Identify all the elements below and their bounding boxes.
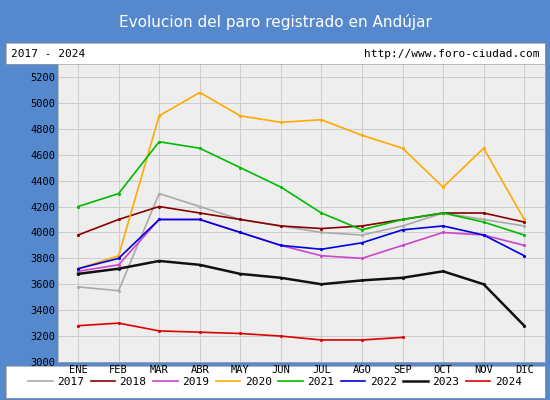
Text: Evolucion del paro registrado en Andújar: Evolucion del paro registrado en Andújar (119, 14, 431, 30)
Text: http://www.foro-ciudad.com: http://www.foro-ciudad.com (364, 49, 539, 59)
Text: 2017 - 2024: 2017 - 2024 (11, 49, 85, 59)
Legend: 2017, 2018, 2019, 2020, 2021, 2022, 2023, 2024: 2017, 2018, 2019, 2020, 2021, 2022, 2023… (24, 372, 526, 392)
